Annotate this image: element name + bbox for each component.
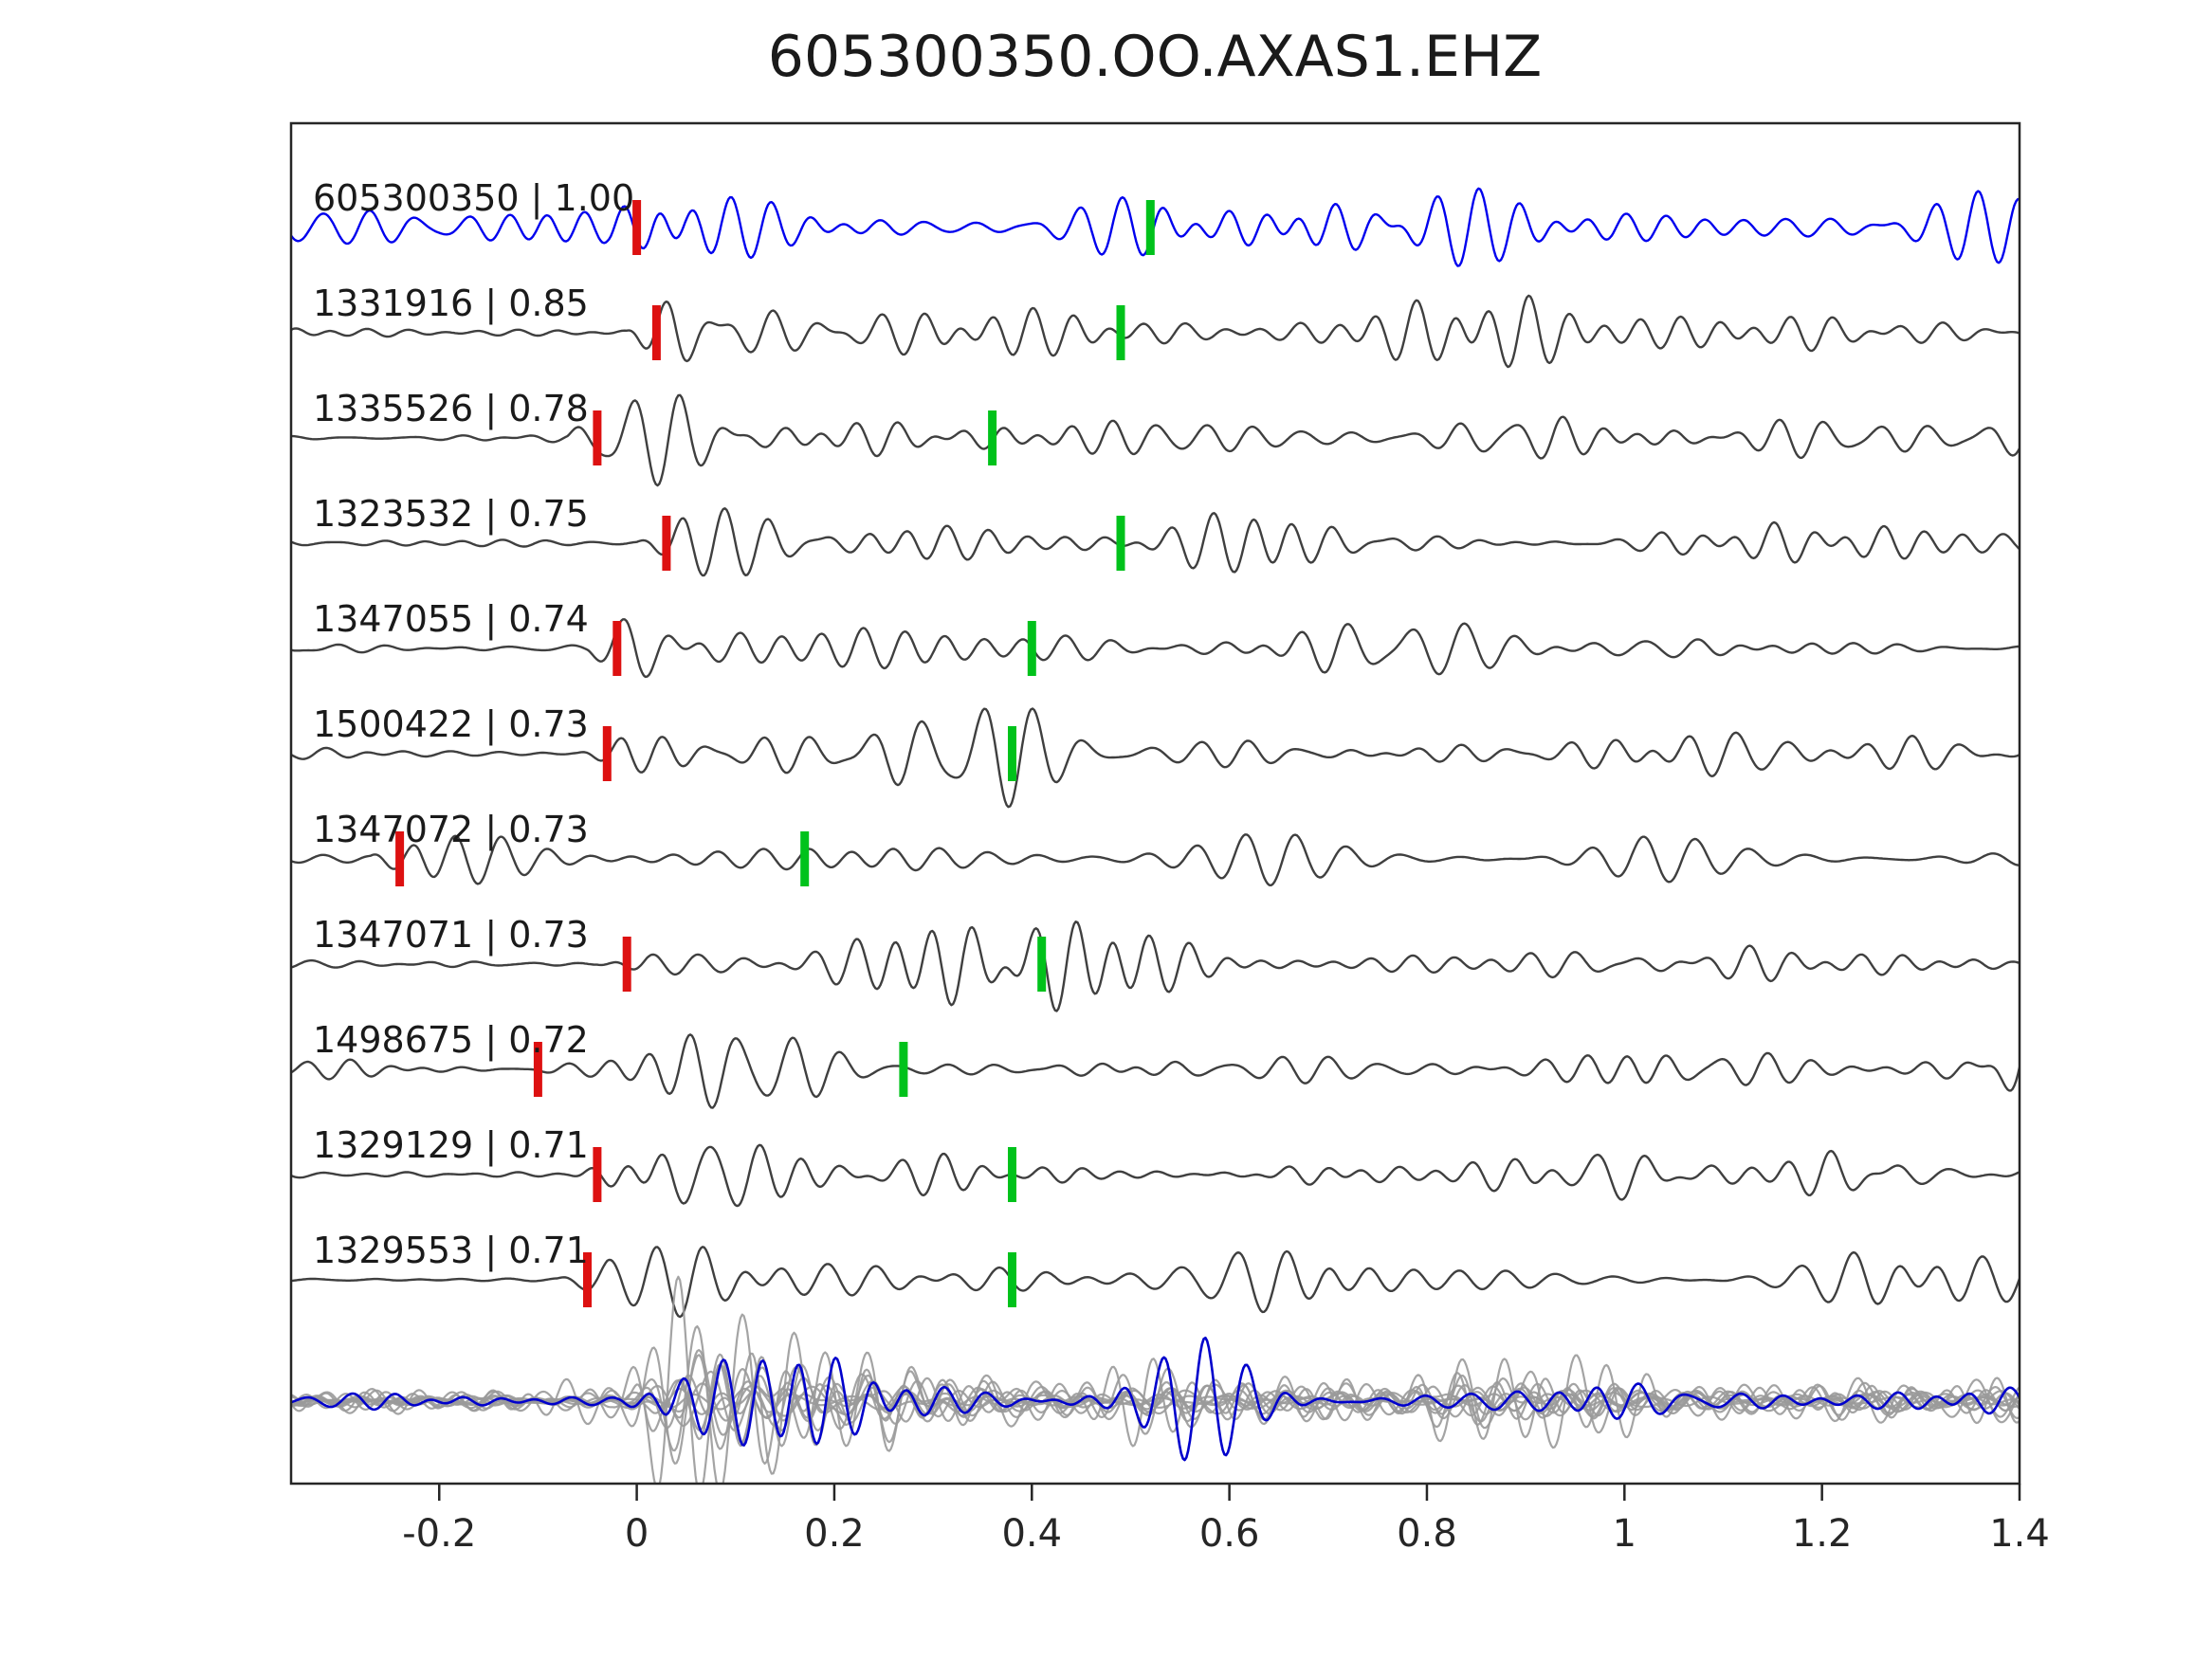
x-tick-label: 0.4 [1001, 1512, 1062, 1556]
waveform-trace [291, 294, 2020, 369]
trace-labels-layer: 605300350 | 1.00 1331916 | 0.85 1335526 | … [313, 177, 634, 1272]
s-pick-marker [1116, 516, 1125, 571]
s-pick-marker [1008, 726, 1016, 781]
s-pick-marker [1145, 200, 1155, 255]
waveform-trace [291, 1033, 2020, 1109]
axes-box [289, 121, 2021, 1486]
p-pick-marker [533, 1042, 542, 1097]
x-tick-label: 1.2 [1792, 1512, 1853, 1556]
x-tick-label: 0.8 [1397, 1512, 1457, 1556]
p-pick-marker [662, 516, 671, 571]
trace-label: 1347072 | 0.73 [313, 809, 589, 851]
s-pick-marker [1037, 937, 1047, 992]
p-pick-marker [395, 831, 405, 886]
trace-label: 1500422 | 0.73 [313, 703, 589, 746]
chart-title: 605300350.OO.AXAS1.EHZ [768, 24, 1542, 90]
p-pick-marker [622, 937, 631, 992]
s-pick-marker [1027, 621, 1036, 676]
pick-markers-layer [395, 200, 1155, 1307]
axis-layer: -0.2 0 0.2 0.4 0.6 0.8 1 1.2 1.4 [289, 121, 2050, 1556]
p-pick-marker [651, 305, 661, 360]
trace-label: 1329553 | 0.71 [313, 1230, 589, 1272]
waveform-trace [291, 507, 2020, 577]
s-pick-marker [988, 410, 997, 465]
waveform-trace [291, 833, 2020, 886]
trace-label: 1331916 | 0.85 [313, 283, 589, 325]
s-pick-marker [899, 1042, 908, 1097]
trace-label: 1329129 | 0.71 [313, 1124, 589, 1167]
trace-label: 1347055 | 0.74 [313, 598, 589, 641]
p-pick-marker [593, 410, 602, 465]
waveform-trace [291, 618, 2020, 679]
x-tick-label: -0.2 [402, 1512, 476, 1556]
waveform-trace [291, 187, 2020, 267]
waveform-traces-layer [291, 187, 2020, 1484]
waveform-trace [291, 707, 2020, 809]
x-tick-label: 0.6 [1199, 1512, 1260, 1556]
trace-label: 1498675 | 0.72 [313, 1019, 589, 1062]
p-pick-marker [632, 200, 642, 255]
p-pick-marker [583, 1252, 592, 1307]
x-tick-label: 1.4 [1989, 1512, 2050, 1556]
waveform-trace [291, 921, 2020, 1012]
p-pick-marker [602, 726, 612, 781]
waveform-trace [291, 1246, 2020, 1319]
s-pick-marker [1008, 1252, 1016, 1307]
x-tick-label: 0 [625, 1512, 649, 1556]
x-tick-label: 0.2 [804, 1512, 865, 1556]
trace-label: 1347071 | 0.73 [313, 914, 589, 957]
p-pick-marker [612, 621, 622, 676]
waveform-trace [291, 1374, 2020, 1432]
x-tick-label: 1 [1613, 1512, 1636, 1556]
waveform-trace [291, 393, 2020, 487]
trace-label: 1323532 | 0.75 [313, 493, 589, 536]
s-pick-marker [1008, 1147, 1016, 1202]
p-pick-marker [593, 1147, 602, 1202]
waveform-trace [291, 1336, 2020, 1462]
trace-label: 605300350 | 1.00 [313, 177, 634, 220]
waveform-trace [291, 1143, 2020, 1208]
s-pick-marker [800, 831, 810, 886]
s-pick-marker [1116, 305, 1125, 360]
trace-label: 1335526 | 0.78 [313, 388, 589, 430]
